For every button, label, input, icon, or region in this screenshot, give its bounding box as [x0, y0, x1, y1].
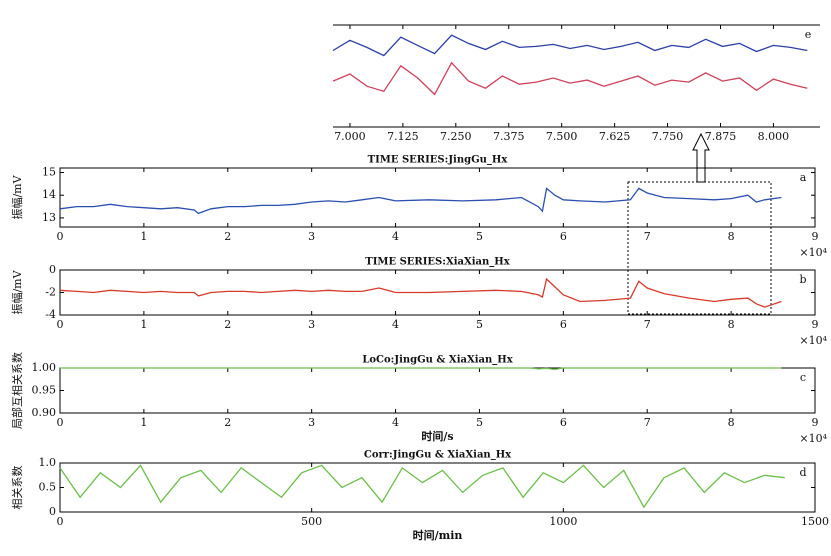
x-tick-label: 7	[644, 416, 651, 429]
panel-letter: d	[799, 466, 806, 479]
x-tick-label: 7.875	[705, 130, 737, 143]
x-axis-label: 时间/min	[413, 528, 463, 542]
y-axis-label: 相关系数	[10, 466, 24, 510]
x-tick-label: 5	[476, 318, 483, 331]
x-tick-label: 8	[728, 230, 735, 243]
x-tick-label: 7	[644, 230, 651, 243]
chart-title: Corr:JingGu & XiaXian_Hx	[364, 450, 512, 461]
chart-title: TIME SERIES:JingGu_Hx	[368, 155, 509, 166]
x-tick-label: 0	[57, 318, 64, 331]
x-tick-label: 8	[728, 416, 735, 429]
y-axis-label: 局部互相关系数	[10, 352, 24, 429]
x-tick-label: 7.375	[493, 130, 525, 143]
x-tick-label: 1000	[549, 515, 577, 528]
y-tick-label: 15	[42, 166, 56, 179]
x-tick-label: 6	[560, 230, 567, 243]
y-tick-label: 1.00	[32, 361, 57, 374]
x-tick-label: 7.000	[334, 130, 366, 143]
x-tick-label: 1	[140, 416, 147, 429]
series-line	[60, 367, 782, 371]
x-tick-label: 7.250	[440, 130, 472, 143]
x-tick-label: 500	[301, 515, 322, 528]
x-tick-label: 8	[728, 318, 735, 331]
x-tick-label: 7	[644, 318, 651, 331]
x-tick-label: 0	[57, 515, 64, 528]
zoom-box	[627, 181, 772, 315]
x-tick-label: 1	[140, 318, 147, 331]
y-tick-label: 0.90	[32, 406, 57, 419]
panel-letter: e	[805, 28, 812, 41]
y-tick-label: 1.0	[39, 456, 57, 469]
x-multiplier: ×10⁴	[799, 334, 827, 347]
x-tick-label: 5	[476, 416, 483, 429]
x-tick-label: 0	[57, 416, 64, 429]
x-tick-label: 3	[308, 318, 315, 331]
chart-title: TIME SERIES:XiaXian_Hx	[365, 257, 510, 268]
y-tick-label: 0.5	[39, 481, 57, 494]
series-line	[332, 61, 808, 96]
x-tick-label: 7.500	[546, 130, 578, 143]
x-tick-label: 9	[812, 230, 819, 243]
x-tick-label: 6	[560, 318, 567, 331]
panel-letter: c	[800, 371, 806, 384]
x-tick-label: 1500	[801, 515, 829, 528]
series-line	[59, 187, 782, 215]
series-line	[332, 34, 808, 57]
y-tick-label: 14	[42, 188, 56, 201]
x-tick-label: 8.000	[758, 130, 790, 143]
x-tick-label: 0	[57, 230, 64, 243]
x-multiplier: ×10⁴	[799, 432, 827, 445]
x-axis-label: 时间/s	[421, 429, 453, 443]
y-tick-label: 13	[42, 211, 56, 224]
x-tick-label: 5	[476, 230, 483, 243]
x-tick-label: 7.625	[599, 130, 631, 143]
y-axis-label: 振幅/mV	[10, 174, 24, 219]
x-tick-label: 4	[392, 416, 399, 429]
panel-letter: a	[800, 171, 807, 184]
x-tick-label: 2	[224, 230, 231, 243]
y-tick-label: 0	[49, 505, 56, 518]
y-tick-label: -2	[45, 286, 56, 299]
x-tick-label: 2	[224, 318, 231, 331]
x-tick-label: 7.125	[387, 130, 419, 143]
x-tick-label: 7.750	[652, 130, 684, 143]
plot-frame	[59, 167, 816, 228]
x-tick-label: 6	[560, 416, 567, 429]
x-tick-label: 9	[812, 318, 819, 331]
x-tick-label: 4	[392, 318, 399, 331]
x-tick-label: 3	[308, 230, 315, 243]
x-multiplier: ×10⁴	[799, 246, 827, 259]
x-tick-label: 1	[140, 230, 147, 243]
y-tick-label: 0.95	[32, 384, 57, 397]
chart-title: LoCo:JingGu & XiaXian_Hx	[362, 355, 513, 366]
zoom-arrow	[692, 132, 710, 183]
y-axis-label: 振幅/mV	[10, 269, 24, 314]
plot-frame	[59, 367, 816, 414]
y-tick-label: 0	[49, 263, 56, 276]
y-tick-label: -4	[45, 308, 56, 321]
panel-letter: b	[799, 273, 806, 286]
series-line	[59, 464, 785, 509]
x-tick-label: 2	[224, 416, 231, 429]
x-tick-label: 9	[812, 416, 819, 429]
series-line	[59, 277, 782, 308]
x-tick-label: 4	[392, 230, 399, 243]
x-tick-label: 3	[308, 416, 315, 429]
